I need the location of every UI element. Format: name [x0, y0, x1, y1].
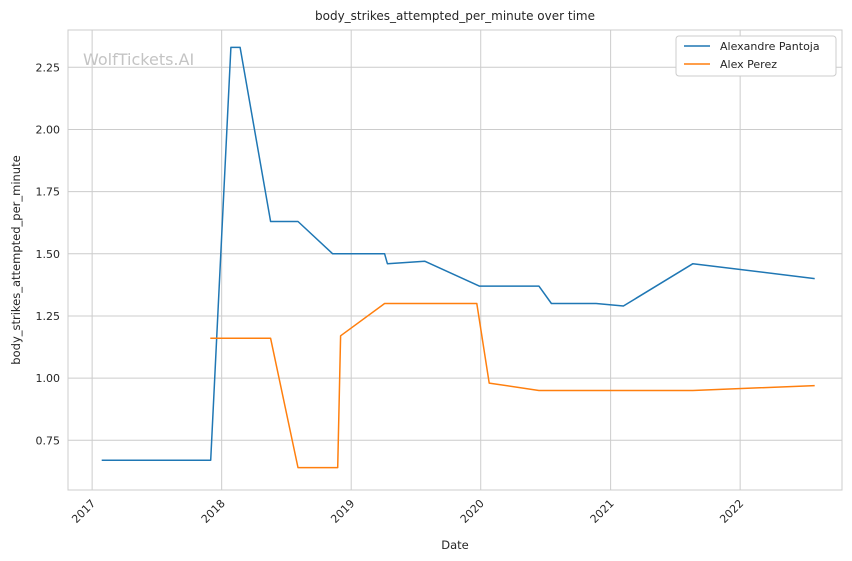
series-group [101, 46, 815, 469]
x-ticks: 2017 2018 2019 2020 2021 2022 [69, 497, 746, 526]
y-tick-label: 2.25 [36, 61, 61, 74]
y-tick-label: 1.00 [36, 372, 61, 385]
y-tick-label: 1.25 [36, 310, 61, 323]
x-tick-label: 2018 [199, 497, 228, 526]
x-tick-label: 2019 [328, 497, 357, 526]
legend-box [675, 35, 837, 77]
y-tick-label: 2.00 [36, 123, 61, 136]
legend-label: Alex Perez [720, 58, 777, 71]
chart-title: body_strikes_attempted_per_minute over t… [315, 9, 595, 23]
plot-area [67, 29, 843, 491]
y-tick-label: 0.75 [36, 434, 61, 447]
x-tick-label: 2021 [588, 497, 617, 526]
y-axis-label: body_strikes_attempted_per_minute [9, 155, 23, 364]
y-tick-label: 1.75 [36, 186, 61, 199]
legend: Alexandre Pantoja Alex Perez [675, 35, 837, 77]
x-tick-label: 2022 [717, 497, 746, 526]
legend-label: Alexandre Pantoja [720, 40, 820, 53]
x-tick-label: 2020 [458, 497, 487, 526]
y-ticks: 0.75 1.00 1.25 1.50 1.75 2.00 2.25 [36, 61, 61, 447]
series-line-1 [210, 302, 815, 469]
x-axis-label: Date [441, 538, 469, 552]
grid [68, 30, 842, 490]
y-tick-label: 1.50 [36, 248, 61, 261]
series-line-0 [101, 46, 815, 461]
x-tick-label: 2017 [69, 497, 98, 526]
watermark: WolfTickets.AI [83, 50, 194, 69]
